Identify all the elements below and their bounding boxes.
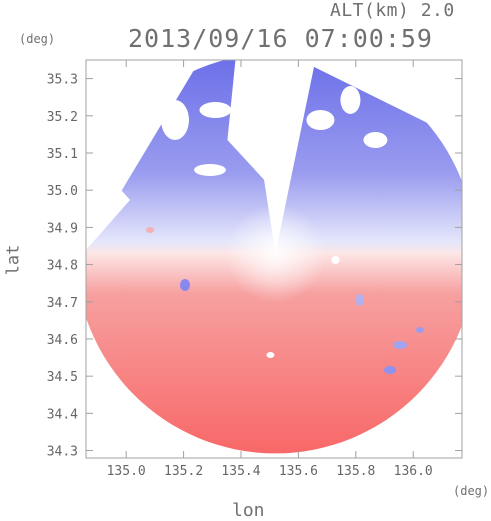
no-echo-gap [227, 60, 304, 184]
y-tick-label: 35.3 [47, 73, 78, 88]
y-tick-label: 34.9 [47, 221, 78, 236]
y-tick-label: 34.5 [47, 370, 78, 385]
y-tick-label: 34.8 [47, 259, 78, 274]
y-axis-ticks: 35.3 35.2 35.1 35.0 34.9 34.8 34.7 34.6 34.5 34.4… [47, 73, 462, 460]
x-tick-label: 136.0 [394, 464, 433, 479]
y-tick-label: 34.7 [47, 296, 78, 311]
y-tick-label: 34.4 [47, 407, 78, 422]
echo-blip [146, 227, 154, 233]
echo-blip [180, 279, 190, 291]
x-tick-label: 135.0 [107, 464, 146, 479]
radar-echo-area [86, 60, 462, 454]
echo-blip [384, 366, 396, 374]
x-tick-label: 135.2 [164, 464, 203, 479]
x-axis-label: lon [232, 500, 265, 521]
no-echo-gap [300, 60, 462, 140]
y-tick-label: 35.1 [47, 147, 78, 162]
no-echo-patch [340, 86, 361, 114]
y-tick-label: 35.2 [47, 110, 78, 125]
no-echo-patch [266, 352, 275, 358]
x-tick-label: 135.8 [336, 464, 375, 479]
echo-blip [356, 294, 364, 306]
no-echo-gap [86, 150, 130, 250]
no-echo-patch [331, 256, 340, 264]
x-tick-label: 135.4 [221, 464, 260, 479]
altitude-label: ALT(km) 2.0 [330, 0, 455, 21]
no-echo-patch [235, 94, 256, 106]
echo-blip [416, 327, 424, 333]
x-tick-label: 135.6 [279, 464, 318, 479]
no-echo-patch [194, 164, 226, 176]
y-tick-label: 34.6 [47, 333, 78, 348]
no-echo-patch [199, 102, 232, 118]
echo-blip [393, 341, 407, 349]
x-axis-ticks: 135.0 135.2 135.4 135.6 135.8 136.0 [107, 60, 433, 479]
plot-frame [85, 59, 463, 459]
x-unit-label: (deg) [453, 484, 490, 498]
no-echo-patch [306, 110, 335, 130]
y-unit-label: (deg) [19, 32, 56, 46]
y-tick-label: 35.0 [47, 184, 78, 199]
no-echo-patch [363, 132, 388, 148]
y-tick-label: 34.3 [47, 445, 78, 460]
no-echo-patch [161, 100, 189, 140]
radar-center-fade [86, 60, 462, 454]
timestamp-title: 2013/09/16 07:00:59 [128, 24, 433, 53]
